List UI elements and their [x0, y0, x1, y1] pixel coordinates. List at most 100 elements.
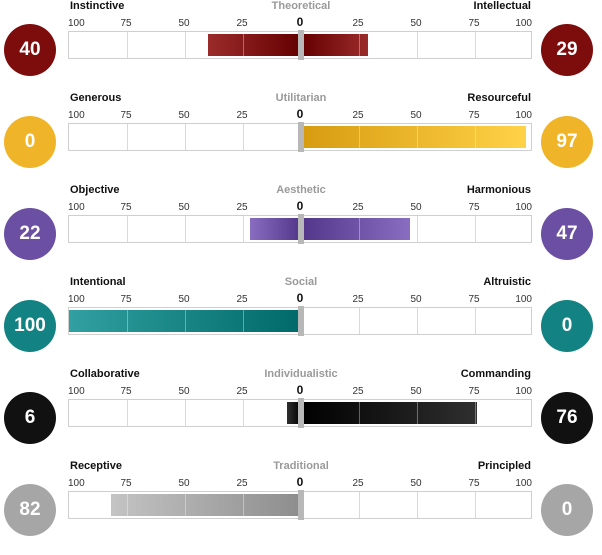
grid-line [359, 124, 360, 150]
left-pole-label: Collaborative [70, 368, 140, 380]
tick-labels: 100 75 50 25 0 25 50 75 100 [68, 475, 532, 490]
tick-label: 50 [410, 294, 422, 305]
grid-line [417, 400, 418, 426]
grid-line [475, 308, 476, 334]
grid-line [127, 492, 128, 518]
tick-label: 25 [236, 110, 248, 121]
grid-line [475, 400, 476, 426]
tick-labels: 100 75 50 25 0 25 50 75 100 [68, 383, 532, 398]
left-score-badge: 6 [4, 392, 56, 444]
tick-label: 75 [468, 386, 480, 397]
grid-line [127, 216, 128, 242]
tick-label: 100 [68, 386, 85, 397]
left-bar [208, 34, 301, 56]
center-line [298, 30, 304, 60]
tick-labels: 100 75 50 25 0 25 50 75 100 [68, 107, 532, 122]
grid-line [475, 124, 476, 150]
scale-row: 82 0 Receptive Principled Traditional 100 75 50… [0, 460, 602, 552]
scale-track [68, 306, 532, 336]
grid-line [185, 492, 186, 518]
tick-label: 75 [120, 386, 132, 397]
scale-track [68, 122, 532, 152]
left-pole-label: Receptive [70, 460, 122, 472]
tick-label: 0 [296, 15, 304, 29]
right-score-badge: 29 [541, 24, 593, 76]
left-score-badge: 100 [4, 300, 56, 352]
tick-label: 50 [178, 478, 190, 489]
right-score-badge: 76 [541, 392, 593, 444]
tick-label: 100 [515, 202, 532, 213]
center-line [298, 490, 304, 520]
left-pole-label: Objective [70, 184, 120, 196]
right-bar [301, 34, 369, 56]
grid-line [417, 216, 418, 242]
tick-label: 0 [296, 107, 304, 121]
tick-label: 25 [236, 294, 248, 305]
grid-line [359, 216, 360, 242]
grid-line [417, 492, 418, 518]
tick-label: 25 [352, 478, 364, 489]
tick-label: 75 [120, 478, 132, 489]
scale-row: 22 47 Objective Harmonious Aesthetic 100 75 50 2… [0, 184, 602, 276]
tick-label: 25 [236, 18, 248, 29]
grid-line [127, 124, 128, 150]
tick-labels: 100 75 50 25 0 25 50 75 100 [68, 291, 532, 306]
scale-name: Individualistic [264, 368, 338, 380]
tick-labels: 100 75 50 25 0 25 50 75 100 [68, 15, 532, 30]
tick-label: 100 [515, 18, 532, 29]
tick-label: 100 [515, 478, 532, 489]
scale-name: Aesthetic [276, 184, 326, 196]
tick-label: 50 [178, 110, 190, 121]
center-line [298, 122, 304, 152]
scale-name: Social [284, 276, 318, 288]
grid-line [185, 124, 186, 150]
grid-line [243, 400, 244, 426]
grid-line [127, 400, 128, 426]
tick-label: 50 [178, 18, 190, 29]
tick-label: 100 [515, 294, 532, 305]
left-bar [249, 218, 301, 240]
tick-label: 50 [410, 478, 422, 489]
grid-line [243, 216, 244, 242]
tick-label: 100 [515, 386, 532, 397]
tick-label: 25 [352, 202, 364, 213]
left-pole-label: Instinctive [70, 0, 125, 12]
left-score-badge: 82 [4, 484, 56, 536]
grid-line [243, 308, 244, 334]
grid-line [185, 216, 186, 242]
tick-label: 0 [296, 199, 304, 213]
right-bar [301, 126, 527, 148]
grid-line [359, 492, 360, 518]
scale-track [68, 490, 532, 520]
left-pole-label: Intentional [70, 276, 126, 288]
tick-label: 25 [352, 110, 364, 121]
grid-line [475, 32, 476, 58]
center-line [298, 306, 304, 336]
grid-line [127, 32, 128, 58]
left-score-badge: 0 [4, 116, 56, 168]
grid-line [417, 308, 418, 334]
scale-row: 40 29 Instinctive Intellectual Theoretical 10… [0, 0, 602, 92]
grid-line [127, 308, 128, 334]
grid-line [475, 492, 476, 518]
scale-row: 100 0 Intentional Altruistic Social 100 75 50 25… [0, 276, 602, 368]
tick-label: 50 [178, 294, 190, 305]
right-bar [301, 402, 478, 424]
left-pole-label: Generous [70, 92, 122, 104]
tick-labels: 100 75 50 25 0 25 50 75 100 [68, 199, 532, 214]
tick-label: 50 [410, 110, 422, 121]
grid-line [359, 400, 360, 426]
grid-line [359, 308, 360, 334]
right-score-badge: 97 [541, 116, 593, 168]
tick-label: 50 [178, 202, 190, 213]
grid-line [417, 124, 418, 150]
tick-label: 75 [468, 18, 480, 29]
right-score-badge: 0 [541, 484, 593, 536]
tick-label: 25 [236, 478, 248, 489]
tick-label: 75 [120, 18, 132, 29]
scale-track [68, 398, 532, 428]
left-score-badge: 40 [4, 24, 56, 76]
grid-line [417, 32, 418, 58]
grid-line [243, 492, 244, 518]
tick-label: 75 [120, 110, 132, 121]
